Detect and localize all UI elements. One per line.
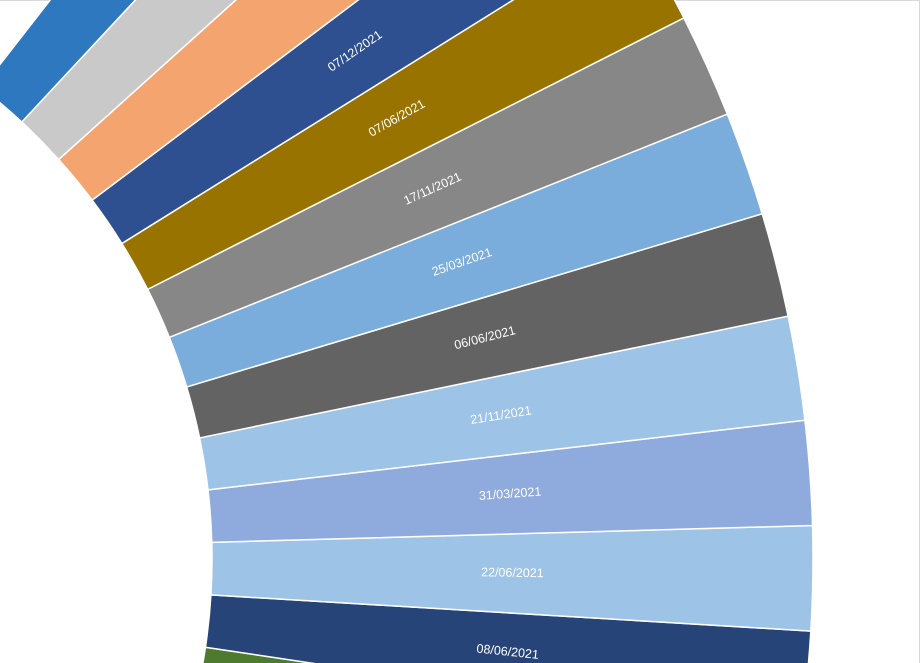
- segment-label: 08/06/2021: [476, 642, 540, 662]
- segment-label: 22/06/2021: [481, 565, 544, 580]
- doughnut-segment: [57, 0, 360, 202]
- segment-label: 31/03/2021: [478, 485, 541, 503]
- doughnut-segment: [0, 0, 137, 124]
- doughnut-segment: [20, 0, 237, 161]
- doughnut-segment: [91, 0, 515, 245]
- doughnut-segment: [120, 0, 685, 291]
